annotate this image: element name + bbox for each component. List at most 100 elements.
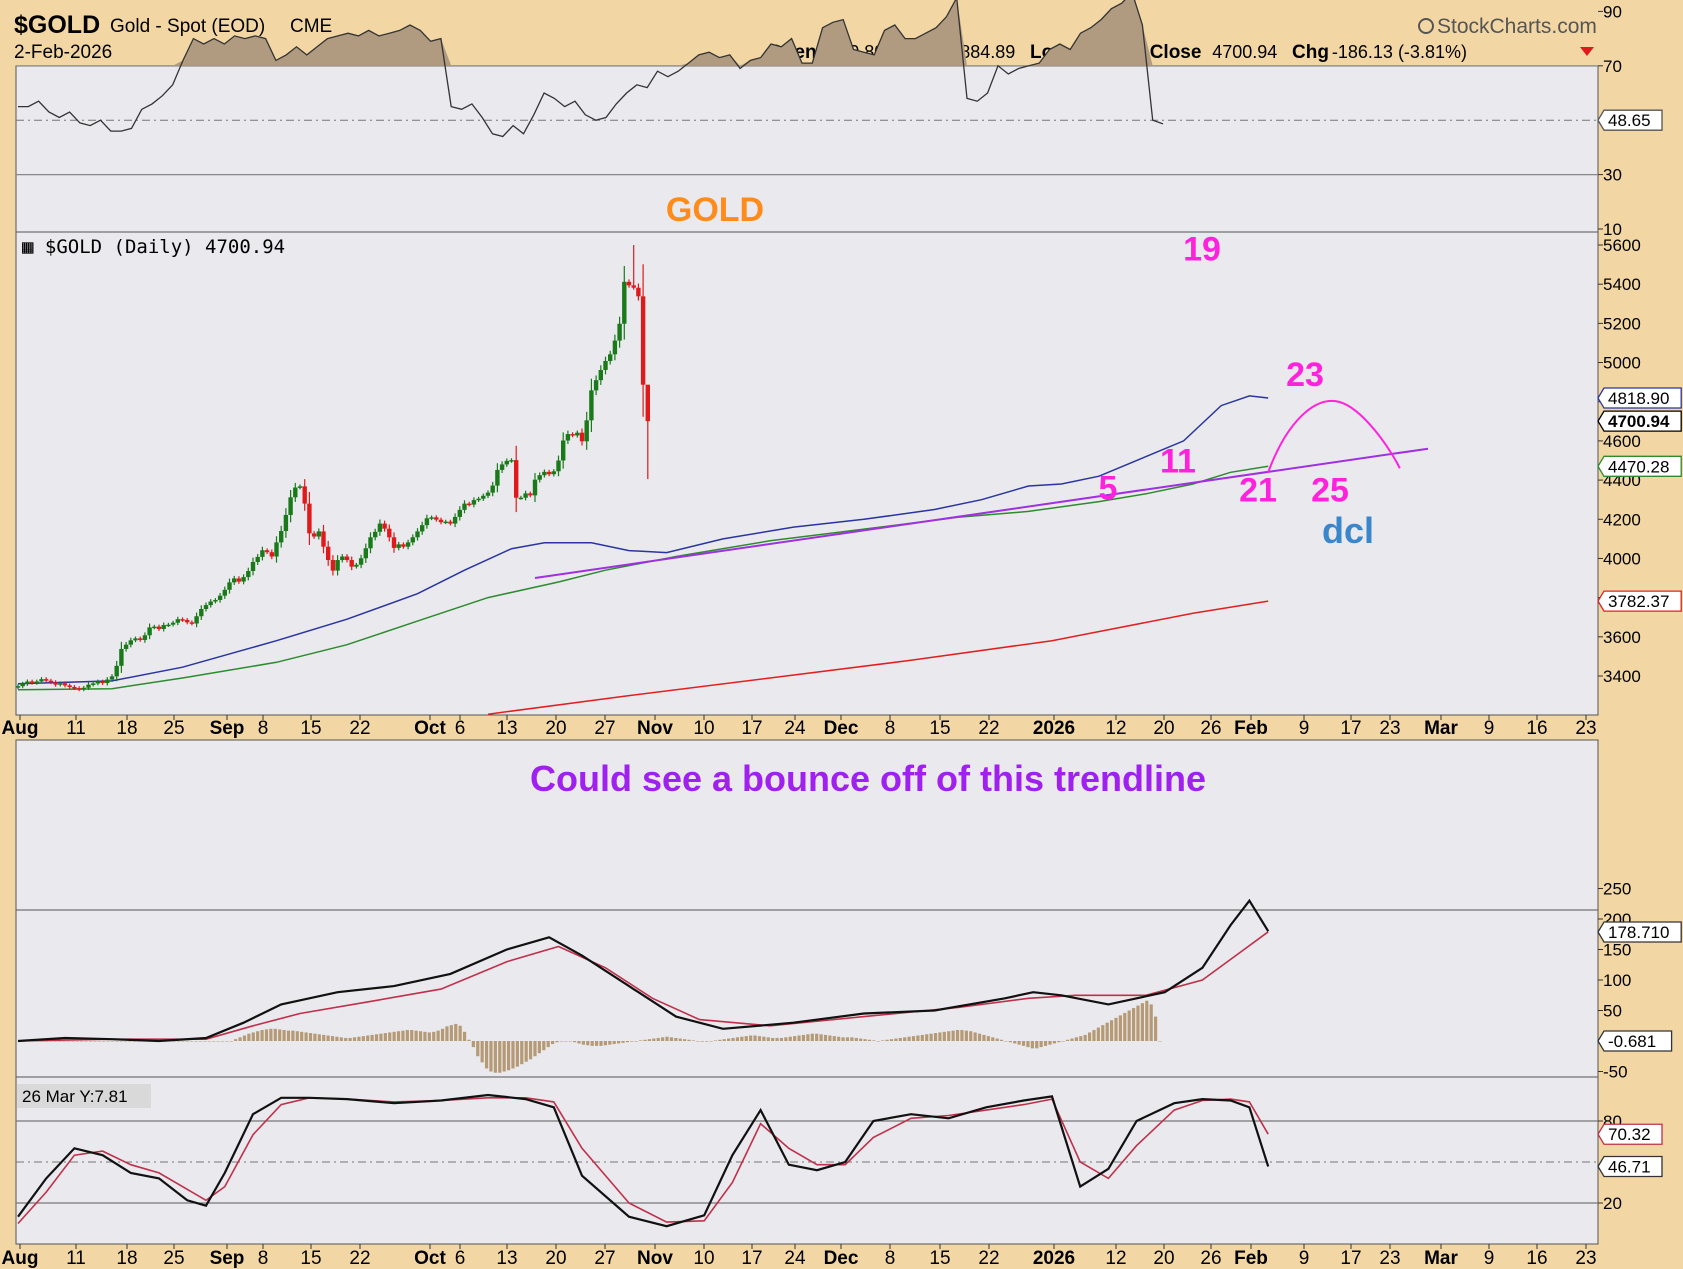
macd-last-tag xyxy=(1597,921,1682,943)
candle-body xyxy=(194,616,199,624)
macd-histogram-bar xyxy=(762,1036,766,1041)
x-tick-label: 12 xyxy=(1105,1248,1126,1269)
copyright-icon xyxy=(1418,18,1434,34)
stoch-k-line xyxy=(17,1093,1270,1228)
x-tick-label: 8 xyxy=(885,1248,896,1269)
macd-histogram-bar xyxy=(493,1041,497,1073)
macd-histogram-bar xyxy=(410,1030,414,1041)
x-axis-top: Aug 11 18 25 Sep 8 15 22 Oct 6 13 20 27 Nov 10 17 24 Dec 8… xyxy=(2,715,1597,739)
candle-body xyxy=(133,638,138,641)
macd-histogram-bar xyxy=(1118,1015,1122,1041)
candle-body xyxy=(401,544,406,547)
macd-histogram-bar xyxy=(71,1041,75,1042)
candle-body xyxy=(119,648,124,666)
candle-body xyxy=(283,514,289,532)
macd-histogram-bar xyxy=(973,1032,977,1041)
x-tick-label: 11 xyxy=(66,1248,86,1269)
candle-body xyxy=(570,434,575,436)
candle-body xyxy=(335,560,340,571)
candle-body xyxy=(142,635,148,640)
price-tick-label: 4200 xyxy=(1603,510,1641,529)
stoch-info-box xyxy=(17,1084,151,1108)
candle-body xyxy=(185,619,190,623)
macd-histogram-bar xyxy=(683,1039,687,1041)
macd-histogram-bar xyxy=(102,1041,106,1042)
price-last-1-tag-label: 4700.94 xyxy=(1608,412,1670,431)
rsi-tick-label: 30 xyxy=(1603,166,1622,185)
candle-body xyxy=(16,686,21,688)
macd-histogram-bar xyxy=(771,1037,775,1041)
macd-histogram-bar xyxy=(238,1037,242,1041)
macd-tick-label: 250 xyxy=(1603,880,1631,899)
candle-body xyxy=(373,531,378,538)
macd-histogram-bar xyxy=(119,1041,123,1042)
candle-body xyxy=(95,681,101,684)
macd-histogram-bar xyxy=(445,1026,449,1041)
macd-histogram-bar xyxy=(313,1033,317,1041)
macd-histogram-bar xyxy=(339,1037,343,1041)
macd-histogram-bar xyxy=(524,1041,528,1062)
macd-histogram-bar xyxy=(687,1039,691,1041)
macd-histogram-bar xyxy=(291,1030,295,1041)
candle-body xyxy=(170,622,176,625)
candle-body xyxy=(279,531,284,543)
macd-histogram-bar xyxy=(669,1037,674,1041)
candle-body xyxy=(589,390,594,421)
candle-body xyxy=(354,564,359,567)
x-tick-label: 18 xyxy=(116,1248,137,1269)
candle-body xyxy=(199,608,204,617)
rsi-overbought-fill xyxy=(172,0,1153,66)
instrument-name: Gold - Spot (EOD) xyxy=(110,16,265,37)
macd-histogram-bar xyxy=(194,1041,198,1042)
macd-histogram-bar xyxy=(916,1035,920,1041)
price-tick-label: 3600 xyxy=(1603,628,1641,647)
x-tick-label: 10 xyxy=(693,718,714,739)
macd-histogram-bar xyxy=(392,1031,396,1041)
macd-histogram-bar xyxy=(744,1036,748,1041)
candle-body xyxy=(208,601,213,606)
macd-histogram-bar xyxy=(418,1031,423,1041)
x-tick-label: Feb xyxy=(1234,718,1268,739)
macd-histogram-bar xyxy=(260,1030,264,1041)
macd-histogram-bar xyxy=(709,1041,713,1042)
candle-body xyxy=(246,570,251,578)
x-tick-label: 22 xyxy=(978,1248,999,1269)
macd-tick-label: 150 xyxy=(1603,941,1631,960)
macd-histogram-bar xyxy=(348,1037,352,1041)
candle-body xyxy=(551,471,556,475)
macd-histogram-bar xyxy=(1057,1041,1061,1043)
x-tick-label: 17 xyxy=(741,1248,762,1269)
candle-body xyxy=(189,622,195,624)
macd-histogram-bar xyxy=(753,1035,757,1041)
candle-body xyxy=(213,599,218,602)
candle-body xyxy=(490,485,495,493)
x-tick-label: 23 xyxy=(1379,718,1400,739)
macd-histogram-bar xyxy=(705,1041,709,1042)
macd-histogram-bar xyxy=(476,1041,480,1057)
macd-histogram-bar xyxy=(885,1039,889,1041)
candle-body xyxy=(297,486,303,488)
ma-mid-line xyxy=(17,465,1269,691)
price-tick-label: 3400 xyxy=(1603,667,1641,686)
candle-body xyxy=(307,503,312,534)
candle-body xyxy=(509,460,514,462)
candle-body xyxy=(377,523,383,532)
macd-histogram-bar xyxy=(572,1041,577,1043)
x-tick-label: 15 xyxy=(929,718,950,739)
macd-histogram-bar xyxy=(797,1035,801,1041)
macd-histogram-bar xyxy=(414,1030,418,1041)
macd-histogram-bar xyxy=(388,1032,392,1041)
macd-histogram-bar xyxy=(867,1039,872,1041)
ohlc-value: 4884.89 xyxy=(950,42,1015,62)
cycle-25-annotation: 25 xyxy=(1311,472,1349,510)
macd-histogram-bar xyxy=(1096,1027,1100,1041)
price-last-0-tag xyxy=(1597,387,1682,409)
macd-histogram-bar xyxy=(489,1041,493,1072)
macd-histogram-bar xyxy=(1013,1041,1017,1044)
x-tick-label: 15 xyxy=(300,1248,321,1269)
candle-body xyxy=(457,509,462,517)
macd-histogram-bar xyxy=(1136,1005,1140,1041)
macd-histogram-bar xyxy=(1061,1041,1065,1042)
candle-body xyxy=(152,626,157,629)
